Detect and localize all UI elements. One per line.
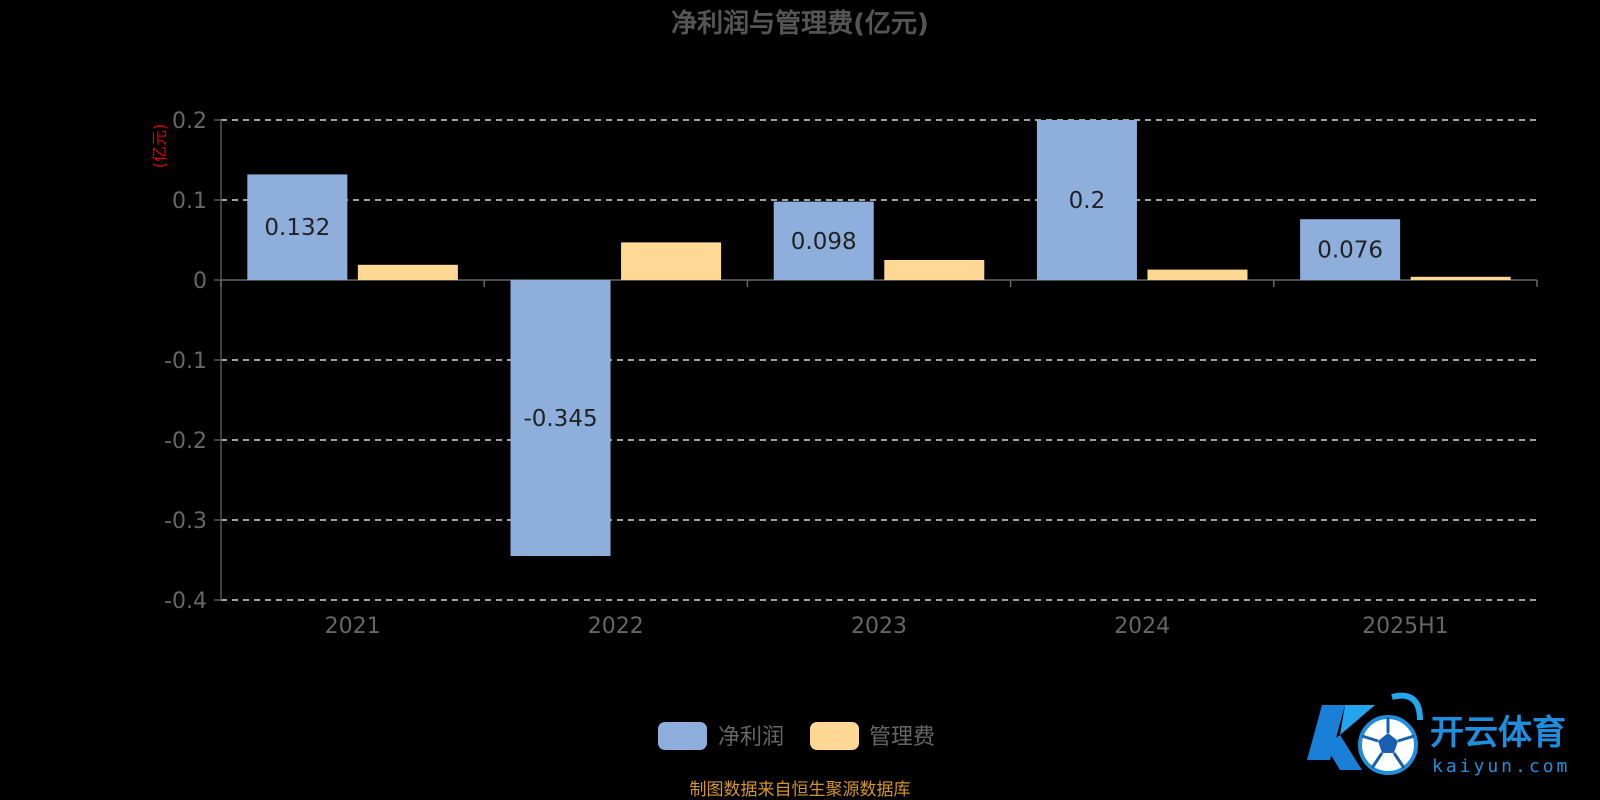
legend-item-admin-expense[interactable]: 管理费	[810, 722, 935, 750]
bar-admin-expense[interactable]	[884, 260, 985, 280]
legend-swatch-net-profit	[658, 722, 707, 750]
chart-title: 净利润与管理费(亿元)	[671, 8, 929, 39]
legend: 净利润 管理费	[658, 722, 935, 750]
bar-value-label: 0.132	[264, 215, 330, 241]
legend-item-net-profit[interactable]: 净利润	[658, 722, 784, 750]
x-tick-label: 2021	[325, 614, 381, 639]
y-tick-label: 0.1	[172, 189, 207, 214]
legend-label-admin-expense: 管理费	[869, 725, 935, 750]
watermark-name-en: kaiyun.com	[1432, 756, 1570, 777]
x-tick-label: 2025H1	[1362, 614, 1449, 639]
bar-admin-expense[interactable]	[1147, 269, 1248, 280]
legend-swatch-admin-expense	[810, 722, 859, 750]
watermark-logo: 开云体育 kaiyun.com	[1307, 692, 1570, 777]
bar-admin-expense[interactable]	[1410, 276, 1511, 280]
y-tick-label: 0.2	[172, 109, 207, 134]
grid-lines	[221, 119, 1537, 601]
x-tick-label: 2023	[851, 614, 907, 639]
bars	[247, 120, 1511, 556]
y-tick-label: -0.4	[164, 589, 207, 614]
bar-admin-expense[interactable]	[357, 264, 458, 280]
bar-net-profit[interactable]	[510, 280, 611, 556]
bar-value-label: 0.098	[791, 229, 857, 255]
bar-net-profit[interactable]	[247, 174, 348, 280]
bar-value-label: 0.076	[1317, 238, 1383, 264]
watermark-name-cn: 开云体育	[1430, 713, 1566, 753]
y-tick-label: 0	[193, 269, 207, 294]
data-labels: 0.132 -0.345 0.098 0.2 0.076	[264, 188, 1383, 432]
bar-value-label: -0.345	[523, 406, 597, 432]
bar-admin-expense[interactable]	[621, 242, 722, 280]
y-tick-label: -0.1	[164, 349, 207, 374]
bar-net-profit[interactable]	[1036, 120, 1137, 280]
y-tick-label: -0.3	[164, 509, 207, 534]
y-tick-label: -0.2	[164, 429, 207, 454]
y-axis-unit-label: (亿元)	[150, 124, 169, 169]
x-tick-label: 2022	[588, 614, 644, 639]
x-tick-label: 2024	[1114, 614, 1170, 639]
bar-net-profit[interactable]	[1300, 219, 1401, 280]
legend-label-net-profit: 净利润	[718, 725, 784, 750]
axes: 0.2 0.1 0 -0.1 -0.2 -0.3 -0.4 2021 2022 2023 2024 2…	[164, 109, 1538, 639]
soccer-ball-icon	[1307, 692, 1423, 775]
bar-net-profit[interactable]	[773, 201, 874, 280]
bar-value-label: 0.2	[1069, 188, 1106, 214]
source-note: 制图数据来自恒生聚源数据库	[690, 780, 911, 800]
